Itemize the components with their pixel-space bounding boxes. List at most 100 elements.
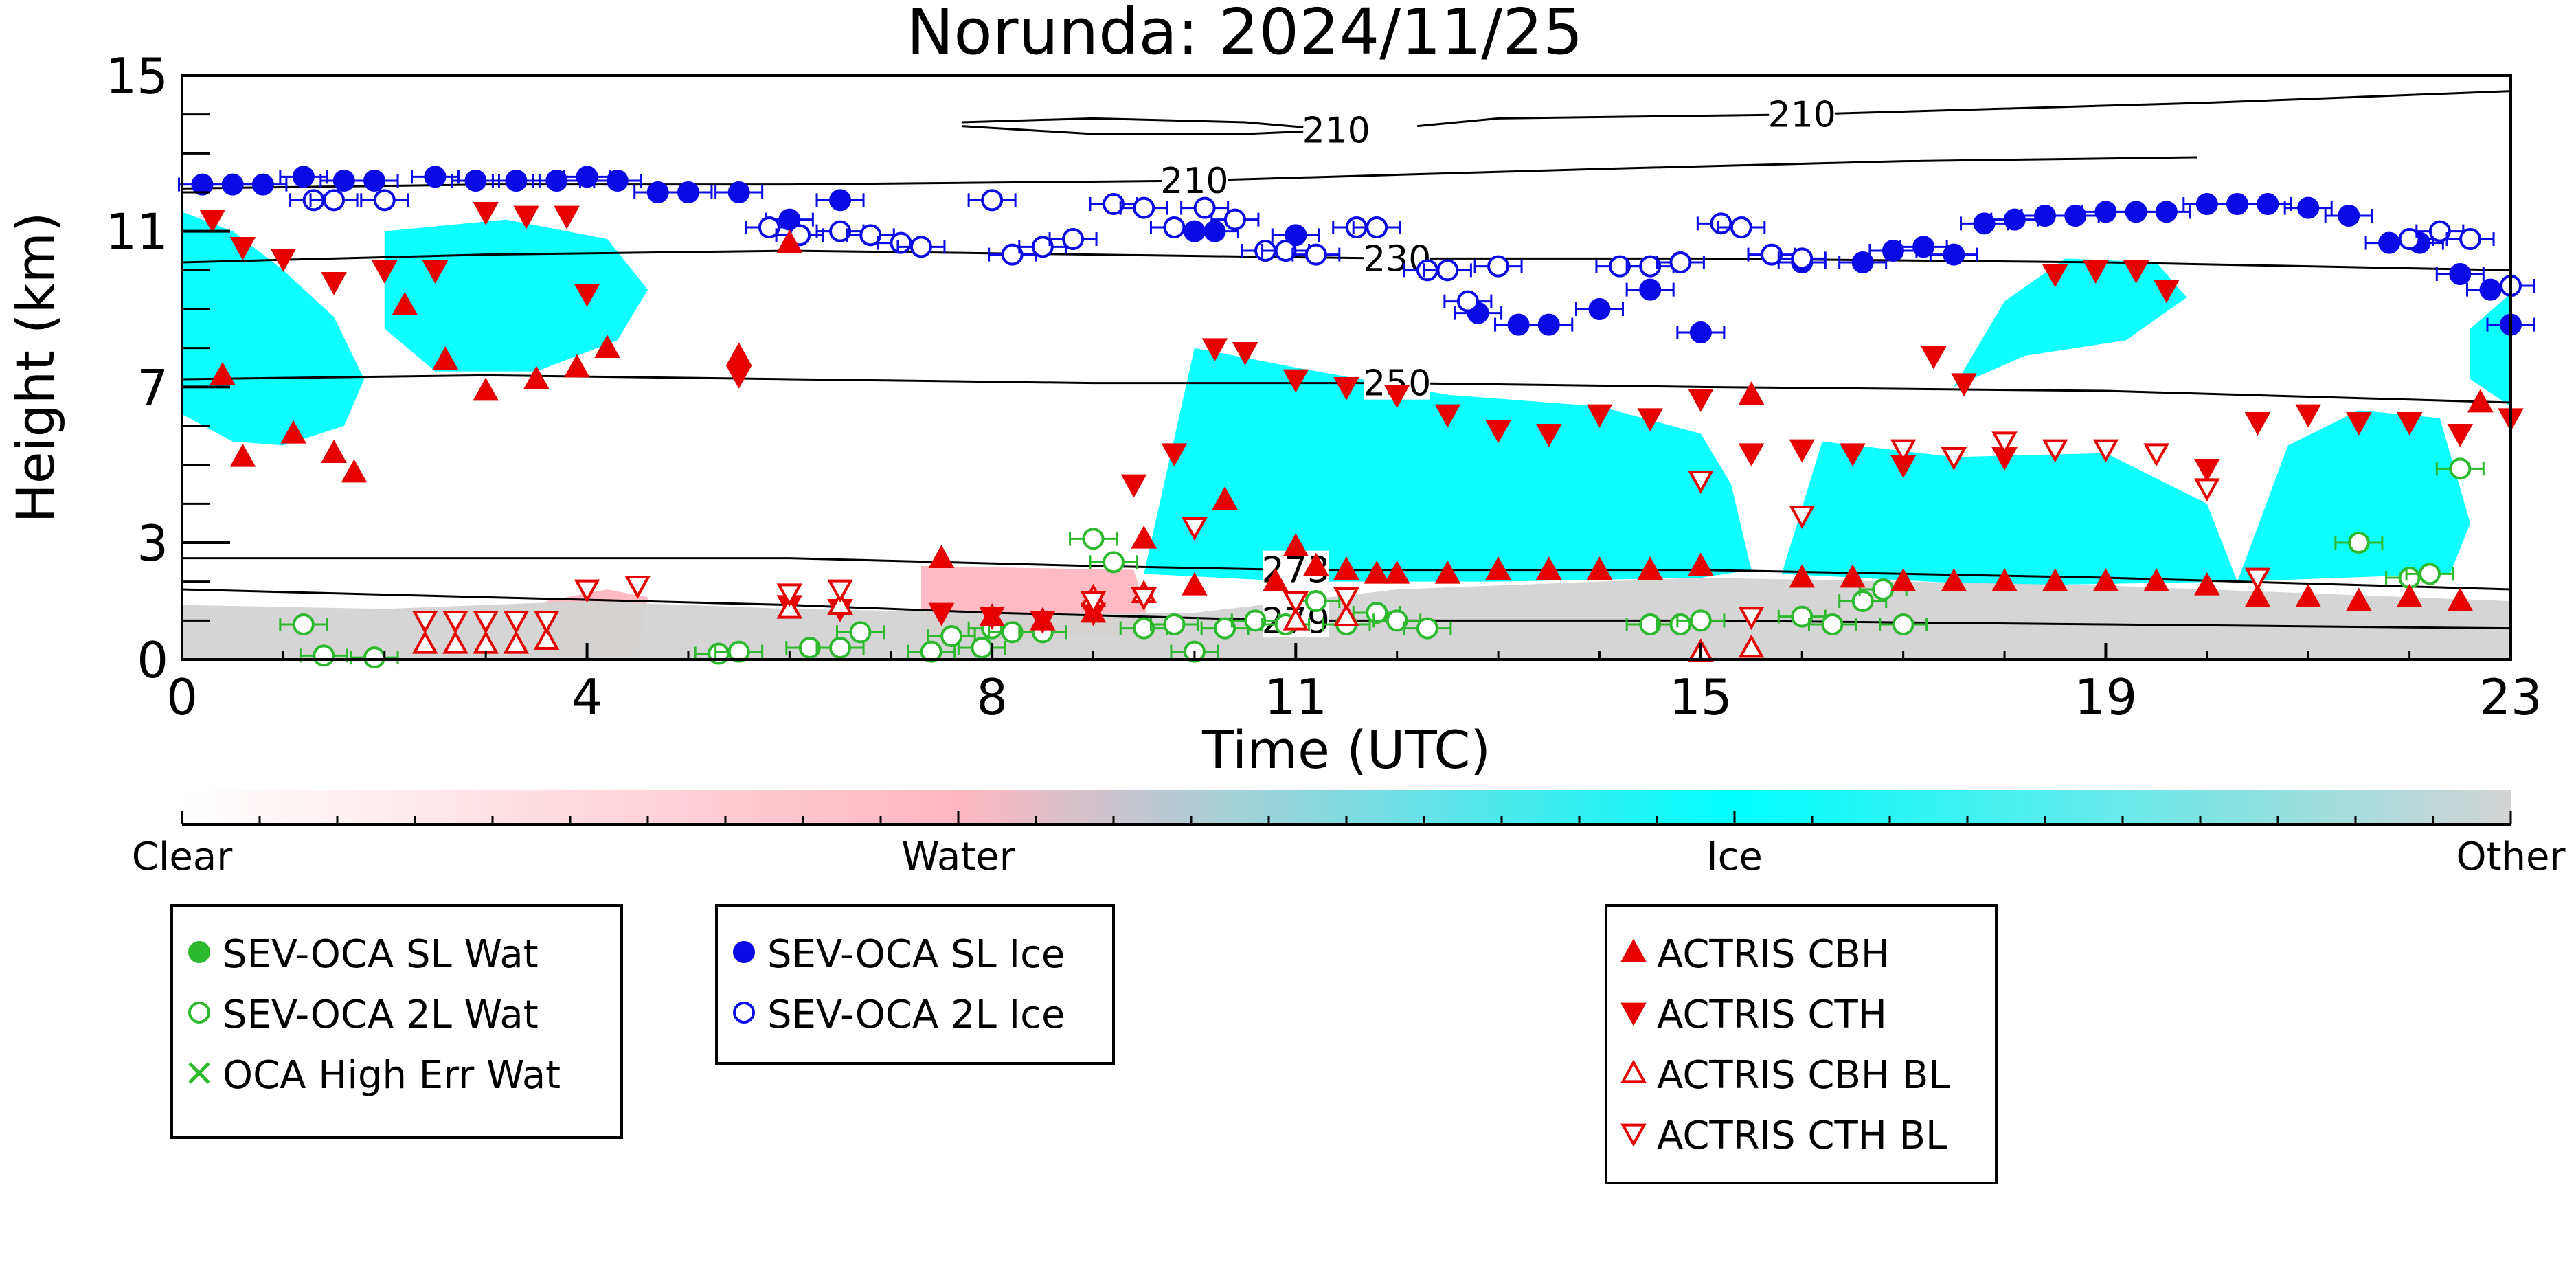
cloud-region-ice bbox=[1781, 441, 2238, 586]
legend-label: ACTRIS CTH BL bbox=[1657, 1114, 1947, 1158]
point-actris-cbh-bl bbox=[827, 591, 853, 615]
legend-box: SEV-OCA SL Wat SEV-OCA 2L Wat OCA High Err… bbox=[170, 904, 623, 1139]
x-tick-label: 19 bbox=[2075, 668, 2138, 726]
point-sev-oca-2l-wat bbox=[363, 646, 386, 669]
point-actris-cbh bbox=[1333, 556, 1359, 580]
cloud-region-ice bbox=[2470, 293, 2511, 407]
point-actris-cth-bl bbox=[2194, 478, 2220, 502]
x-axis-label: Time (UTC) bbox=[1201, 719, 1491, 780]
point-actris-cth bbox=[1161, 443, 1188, 467]
legend-marker bbox=[733, 941, 755, 963]
point-sev-oca-sl-ice bbox=[2257, 193, 2279, 215]
point-actris-cbh bbox=[432, 346, 459, 370]
point-sev-oca-2l-ice bbox=[1304, 243, 1327, 266]
legend-frame bbox=[715, 904, 1115, 1065]
point-actris-cth bbox=[1030, 611, 1056, 634]
point-actris-cbh bbox=[2295, 583, 2322, 607]
point-actris-cbh-bl bbox=[1283, 607, 1309, 631]
legend-label: ACTRIS CTH bbox=[1657, 993, 1887, 1037]
point-sev-oca-2l-wat bbox=[727, 640, 750, 663]
point-actris-cth bbox=[422, 260, 449, 284]
point-actris-cth bbox=[928, 602, 955, 626]
point-actris-cbh bbox=[2042, 568, 2068, 591]
point-actris-cth-bl bbox=[1890, 439, 1917, 463]
chart-title: Norunda: 2024/11/25 bbox=[907, 0, 1583, 69]
point-sev-oca-2l-ice bbox=[1366, 216, 1388, 238]
x-tick-label: 0 bbox=[166, 668, 198, 726]
point-actris-cth bbox=[1485, 420, 1511, 444]
point-sev-oca-2l-wat bbox=[1821, 613, 1844, 635]
point-actris-cth-bl bbox=[2143, 443, 2169, 467]
legend-marker bbox=[1620, 938, 1647, 962]
point-actris-cth bbox=[1201, 338, 1228, 362]
point-sev-oca-sl-ice bbox=[1204, 220, 1226, 242]
point-sev-oca-sl-ice bbox=[1912, 236, 1935, 258]
point-actris-cth bbox=[371, 260, 398, 284]
legend-marker bbox=[188, 1062, 210, 1084]
point-sev-oca-2l-ice bbox=[1730, 216, 1752, 238]
point-actris-cbh bbox=[1434, 560, 1461, 584]
point-actris-cbh bbox=[1263, 568, 1289, 591]
point-actris-cth-bl bbox=[776, 583, 803, 607]
point-actris-cth-bl bbox=[2092, 439, 2119, 463]
point-sev-oca-sl-ice bbox=[505, 170, 528, 192]
point-sev-oca-2l-ice bbox=[1639, 255, 1662, 278]
point-actris-cbh bbox=[1383, 560, 1410, 584]
point-actris-cth-bl bbox=[442, 611, 468, 634]
y-axis-label: Height (km) bbox=[5, 212, 66, 523]
point-sev-oca-2l-ice bbox=[1031, 236, 1054, 258]
legend-marker bbox=[1620, 1002, 1647, 1026]
point-actris-cth bbox=[1383, 385, 1410, 409]
point-sev-oca-2l-wat bbox=[1163, 613, 1186, 635]
contour-label-bg bbox=[1161, 161, 1228, 197]
temperature-contours: 210210210230250273279 bbox=[181, 90, 2511, 642]
contour-line bbox=[182, 557, 2511, 591]
point-actris-cth bbox=[2194, 459, 2220, 482]
y-axis: 0 3 7 11 15 bbox=[105, 47, 230, 689]
point-sev-oca-2l-ice bbox=[1487, 255, 1510, 278]
point-sev-oca-sl-ice bbox=[576, 166, 598, 188]
point-actris-cbh bbox=[594, 335, 620, 358]
point-sev-oca-2l-wat bbox=[1244, 609, 1267, 632]
point-sev-oca-sl-ice bbox=[363, 170, 386, 192]
point-actris-cbh-bl bbox=[1738, 634, 1765, 658]
point-actris-cbh bbox=[1364, 560, 1390, 584]
contour-line bbox=[181, 588, 2511, 630]
point-actris-cth bbox=[2082, 260, 2109, 284]
legend-label: OCA High Err Wat bbox=[223, 1053, 561, 1098]
point-sev-oca-2l-ice bbox=[323, 189, 346, 212]
legend-frame bbox=[170, 904, 623, 1139]
point-sev-oca-sl-ice bbox=[251, 173, 274, 196]
contour-label-bg bbox=[1303, 111, 1370, 147]
point-actris-cbh bbox=[523, 365, 550, 389]
colorbar-ticks: Clear Water Ice Other bbox=[132, 811, 2566, 879]
point-actris-cbh bbox=[1586, 556, 1613, 580]
point-actris-cbh-bl bbox=[533, 626, 560, 650]
point-actris-cbh bbox=[280, 420, 306, 444]
point-sev-oca-sl-ice bbox=[1588, 298, 1611, 320]
point-sev-oca-sl-ice bbox=[1882, 240, 1904, 262]
legend-label: SEV-OCA SL Wat bbox=[223, 932, 539, 977]
point-actris-cth bbox=[199, 210, 226, 234]
point-actris-cbh bbox=[1637, 556, 1663, 580]
legend-marker bbox=[188, 1002, 210, 1024]
y-tick-label: 7 bbox=[137, 359, 168, 416]
point-actris-cth bbox=[554, 205, 580, 229]
point-sev-oca-2l-ice bbox=[1223, 208, 1246, 231]
cloud-region-ice bbox=[182, 212, 365, 446]
point-actris-cbh bbox=[473, 377, 499, 401]
contour-label-bg bbox=[1769, 95, 1835, 131]
legend-label: SEV-OCA 2L Wat bbox=[223, 993, 539, 1037]
point-actris-cth bbox=[1586, 404, 1613, 428]
point-actris-cbh bbox=[2244, 583, 2271, 607]
point-sev-oca-sl-ice bbox=[778, 208, 801, 231]
point-actris-cbh bbox=[725, 342, 752, 366]
point-sev-oca-sl-ice bbox=[2003, 208, 2026, 231]
point-sev-oca-sl-ice bbox=[1943, 243, 1965, 266]
point-sev-oca-2l-wat bbox=[2449, 457, 2472, 480]
point-actris-cth-bl bbox=[1182, 517, 1208, 541]
point-sev-oca-2l-wat bbox=[920, 640, 942, 663]
point-actris-cth bbox=[2346, 412, 2372, 436]
point-actris-cth bbox=[229, 237, 256, 260]
x-tick-label: 8 bbox=[976, 668, 1008, 726]
